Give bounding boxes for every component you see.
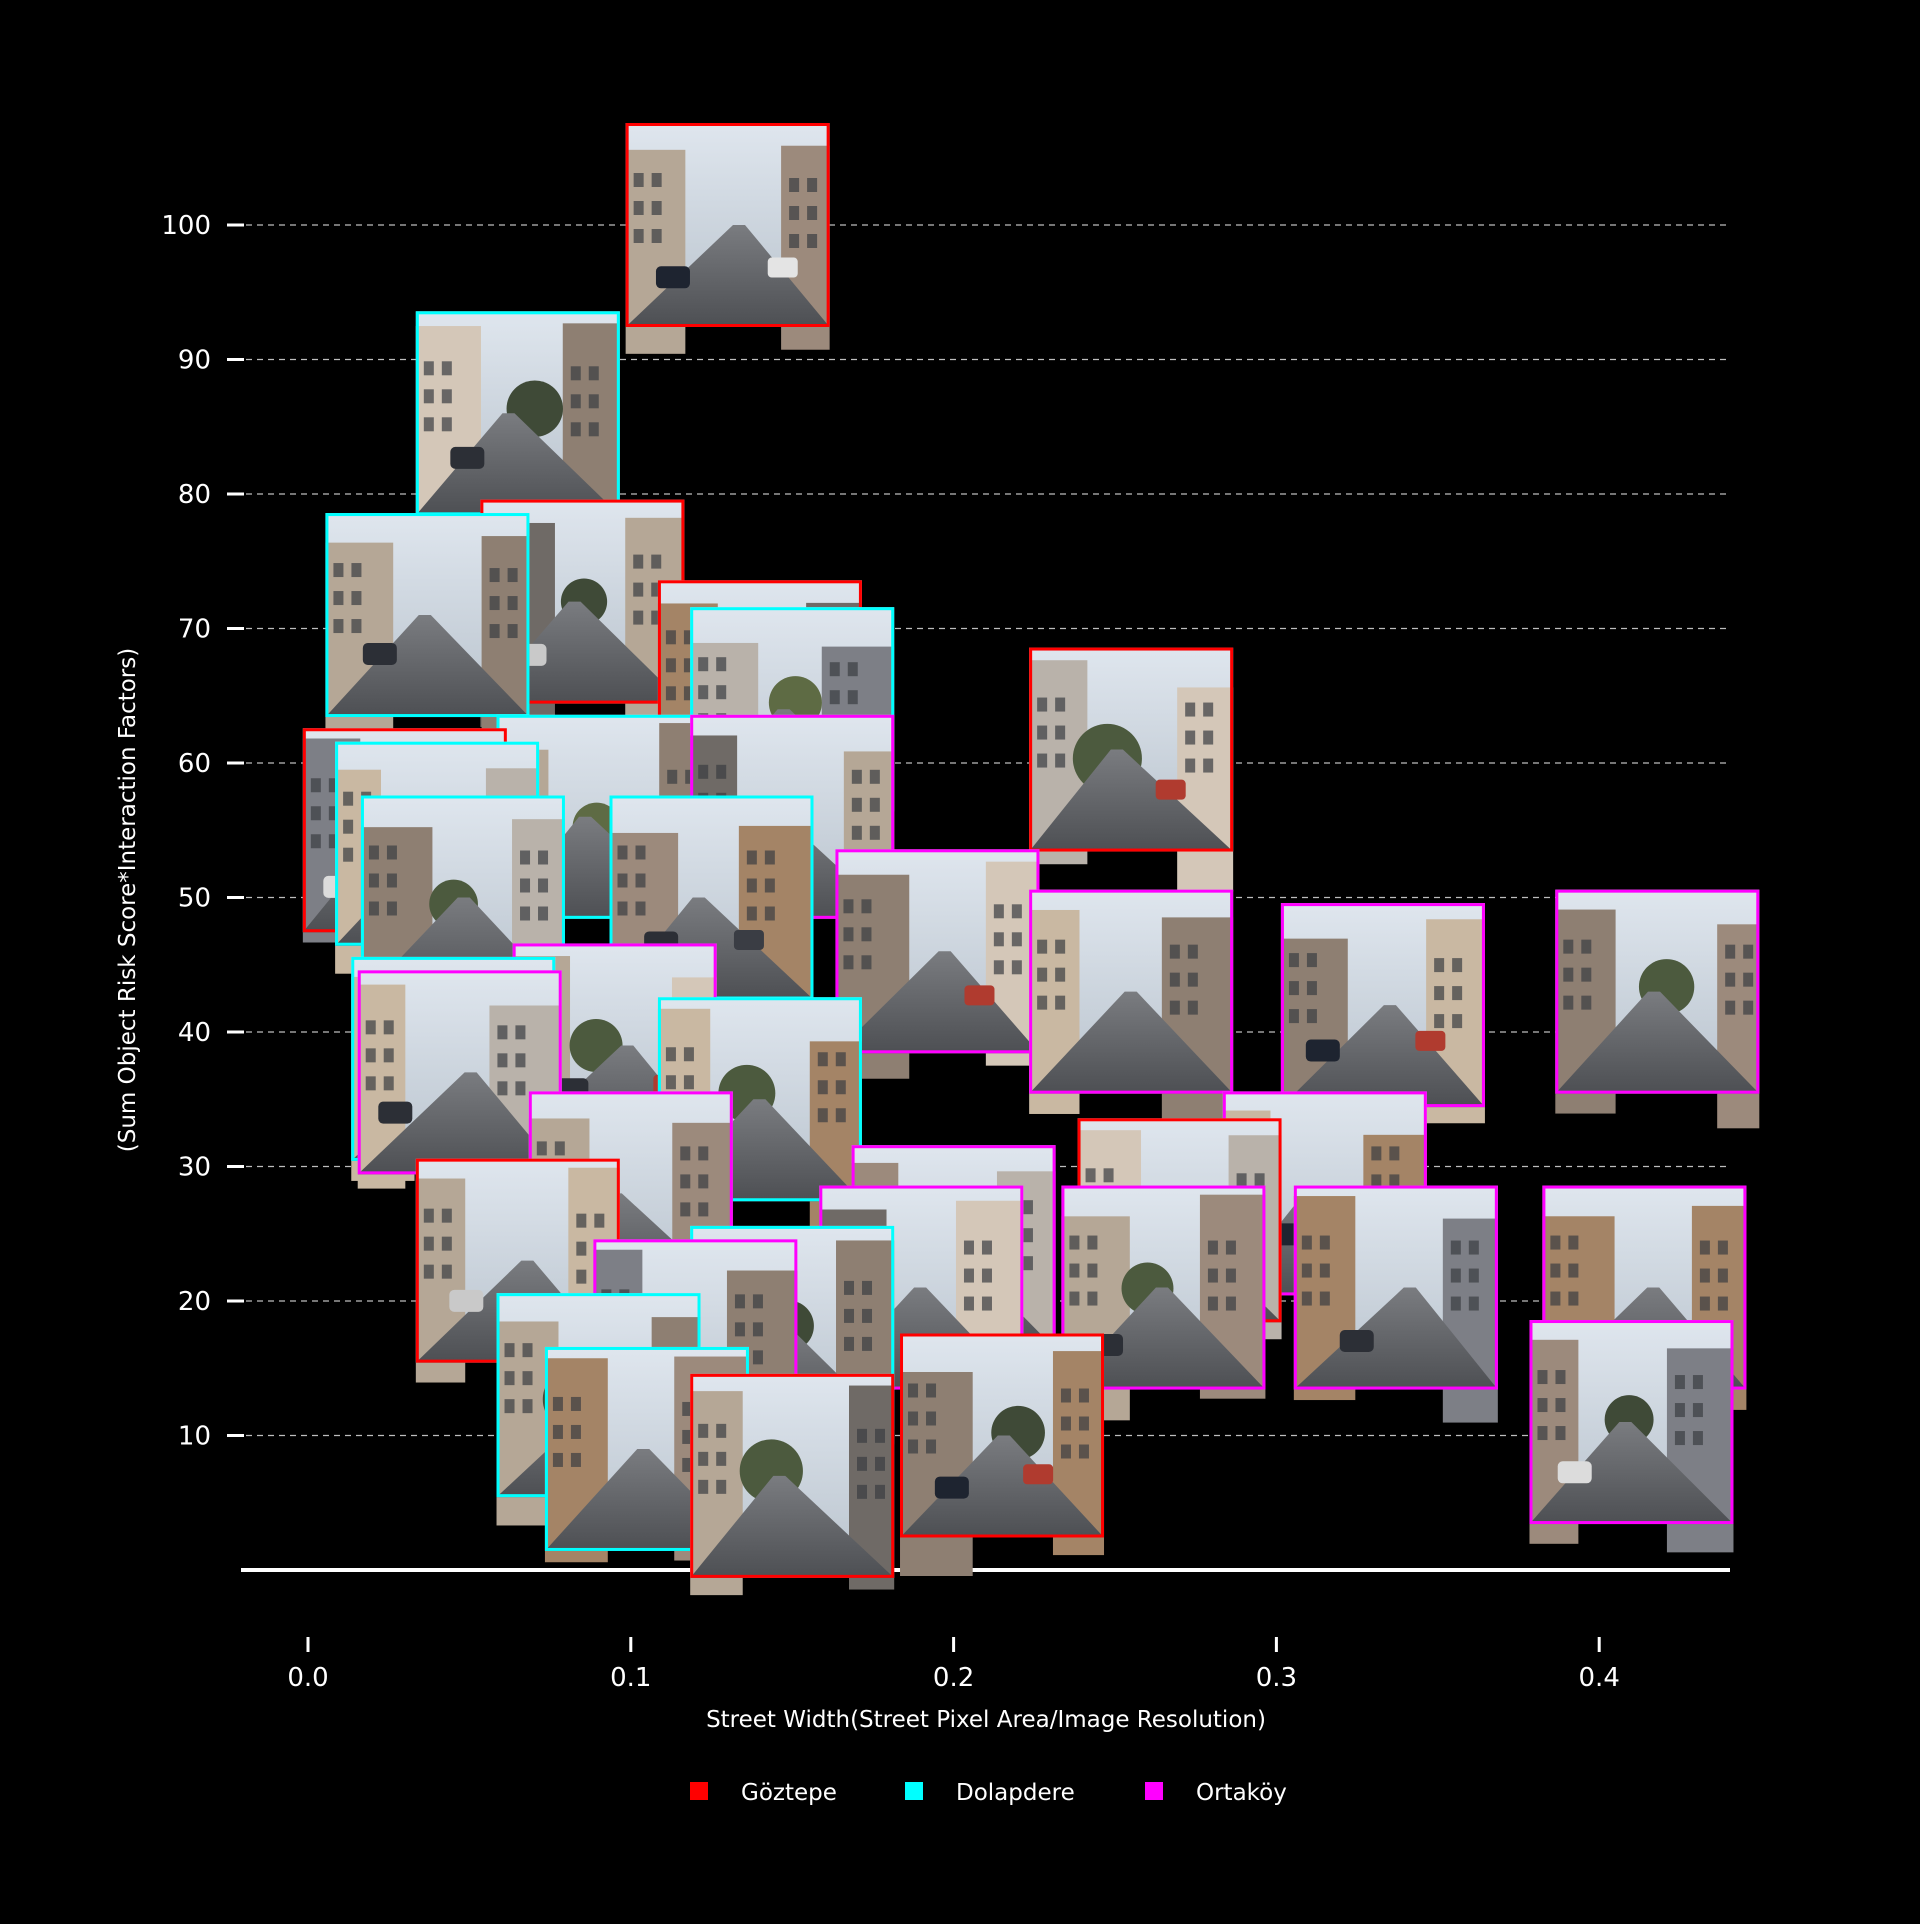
y-tick-label: 10 [178, 1422, 211, 1452]
legend: Göztepe Dolapdere Ortaköy [690, 1780, 1287, 1806]
y-axis-title: (Sum Object Risk Score*Interaction Facto… [115, 648, 141, 1152]
y-tick-label: 40 [178, 1018, 211, 1048]
data-point-thumbnail [1555, 889, 1760, 1129]
x-tick-label: 0.4 [1579, 1663, 1620, 1693]
data-point-thumbnail [1029, 647, 1234, 892]
x-tick-label: 0.3 [1256, 1663, 1297, 1693]
x-axis-title: Street Width(Street Pixel Area/Image Res… [706, 1707, 1266, 1733]
legend-label: Ortaköy [1196, 1780, 1287, 1806]
axes: 10 20 30 40 50 60 70 80 90 100 0.0 0.1 0.2 0.3 0.4 [161, 211, 1730, 1693]
y-tick-label: 60 [178, 749, 211, 779]
data-point-thumbnail [1061, 1185, 1266, 1421]
axis-labels: Street Width(Street Pixel Area/Image Res… [115, 648, 1266, 1733]
data-point-thumbnail [625, 123, 830, 354]
legend-swatch [1145, 1782, 1163, 1800]
data-point-thumbnail [690, 1373, 895, 1596]
legend-item: Dolapdere [905, 1780, 1075, 1806]
data-point-thumbnail [900, 1333, 1105, 1576]
y-tick-label: 70 [178, 615, 211, 645]
x-tick-label: 0.0 [287, 1663, 328, 1693]
y-tick-label: 20 [178, 1287, 211, 1317]
legend-item: Göztepe [690, 1780, 837, 1806]
y-tick-label: 90 [178, 346, 211, 376]
data-point-thumbnail [325, 513, 530, 747]
x-tick-label: 0.2 [933, 1663, 974, 1693]
x-tick-label: 0.1 [610, 1663, 651, 1693]
y-tick-label: 100 [161, 211, 211, 241]
legend-item: Ortaköy [1145, 1780, 1287, 1806]
data-point-thumbnail [1293, 1185, 1498, 1423]
data-points [302, 123, 1760, 1596]
legend-swatch [905, 1782, 923, 1800]
legend-label: Dolapdere [956, 1780, 1075, 1806]
data-point-thumbnail [1029, 889, 1234, 1122]
y-tick-label: 50 [178, 884, 211, 914]
legend-label: Göztepe [741, 1780, 837, 1806]
y-tick-label: 80 [178, 480, 211, 510]
y-tick-label: 30 [178, 1153, 211, 1183]
data-point-thumbnail [835, 849, 1040, 1079]
legend-swatch [690, 1782, 708, 1800]
data-point-thumbnail [1529, 1320, 1734, 1553]
data-point-thumbnail [415, 311, 620, 531]
